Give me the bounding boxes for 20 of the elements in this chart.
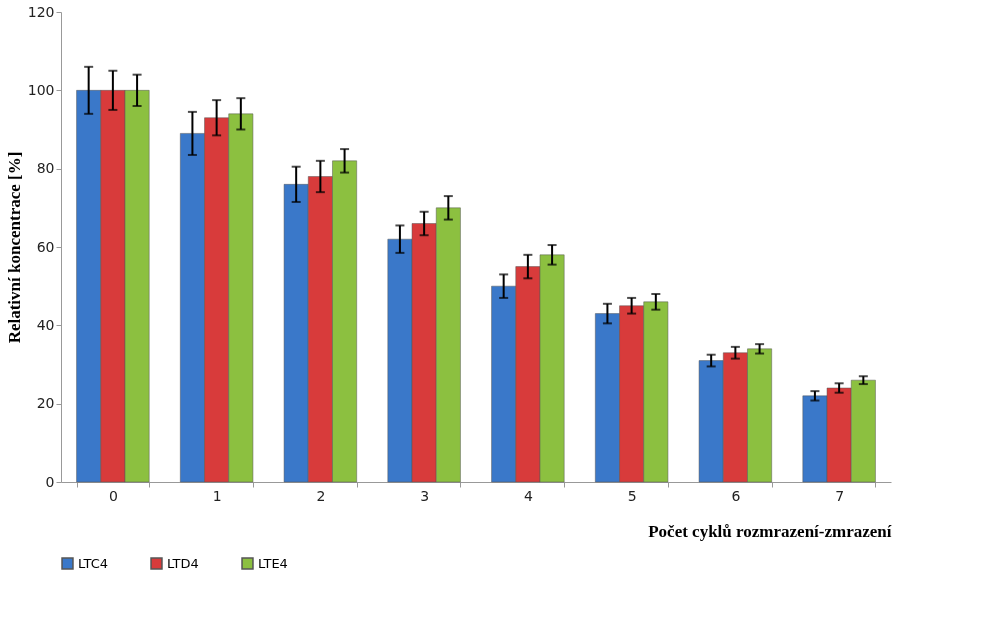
x-tick-label: 4 xyxy=(523,487,533,504)
x-tick-label: 1 xyxy=(212,487,222,504)
y-tick-label: 60 xyxy=(36,238,55,255)
x-tick-label: 2 xyxy=(316,487,326,504)
x-tick-label: 7 xyxy=(835,487,845,504)
x-tick-label: 6 xyxy=(731,487,741,504)
x-axis-title: Počet cyklů rozmrazení-zmrazení xyxy=(648,521,892,541)
x-tick-label: 5 xyxy=(627,487,637,504)
y-tick-label: 20 xyxy=(36,395,55,412)
y-axis-title: Relativní koncentrace [%] xyxy=(4,151,24,344)
y-tick-label: 80 xyxy=(36,160,55,177)
legend-label: LTD4 xyxy=(167,555,199,571)
legend-label: LTC4 xyxy=(78,555,108,571)
x-tick-label: 0 xyxy=(108,487,118,504)
y-tick-label: 100 xyxy=(27,81,55,98)
y-tick-label: 40 xyxy=(36,316,55,333)
x-tick-label: 3 xyxy=(420,487,430,504)
y-tick-label: 120 xyxy=(27,3,55,20)
y-tick-label: 0 xyxy=(45,473,55,490)
legend-label: LTE4 xyxy=(258,555,288,571)
